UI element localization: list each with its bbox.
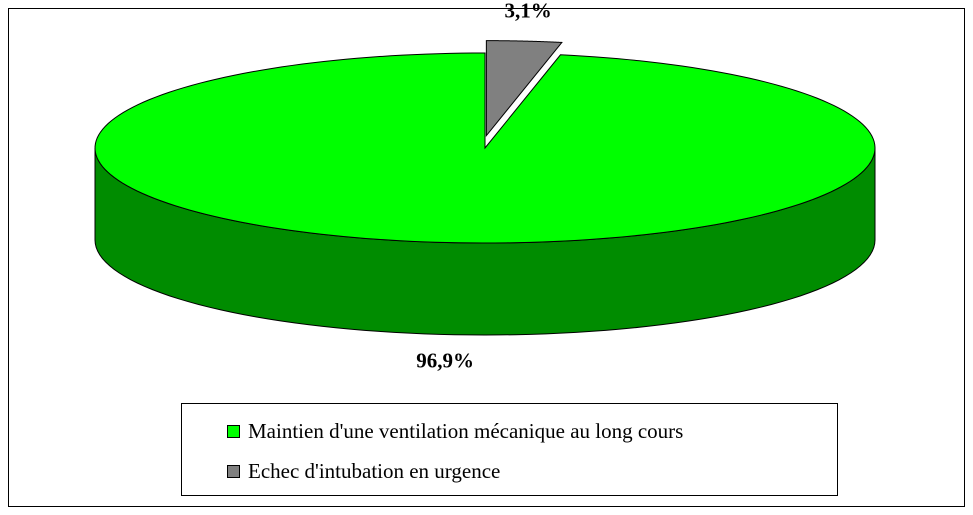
legend-swatch [227,465,240,478]
legend-box [181,403,838,496]
data-label: 3,1% [504,0,551,23]
legend-label: Maintien d'une ventilation mécanique au … [248,419,683,443]
slice [485,40,563,138]
legend-swatch [227,425,240,438]
slice [94,52,876,244]
legend-label: Echec d'intubation en urgence [248,459,500,483]
data-label: 96,9% [416,348,474,372]
